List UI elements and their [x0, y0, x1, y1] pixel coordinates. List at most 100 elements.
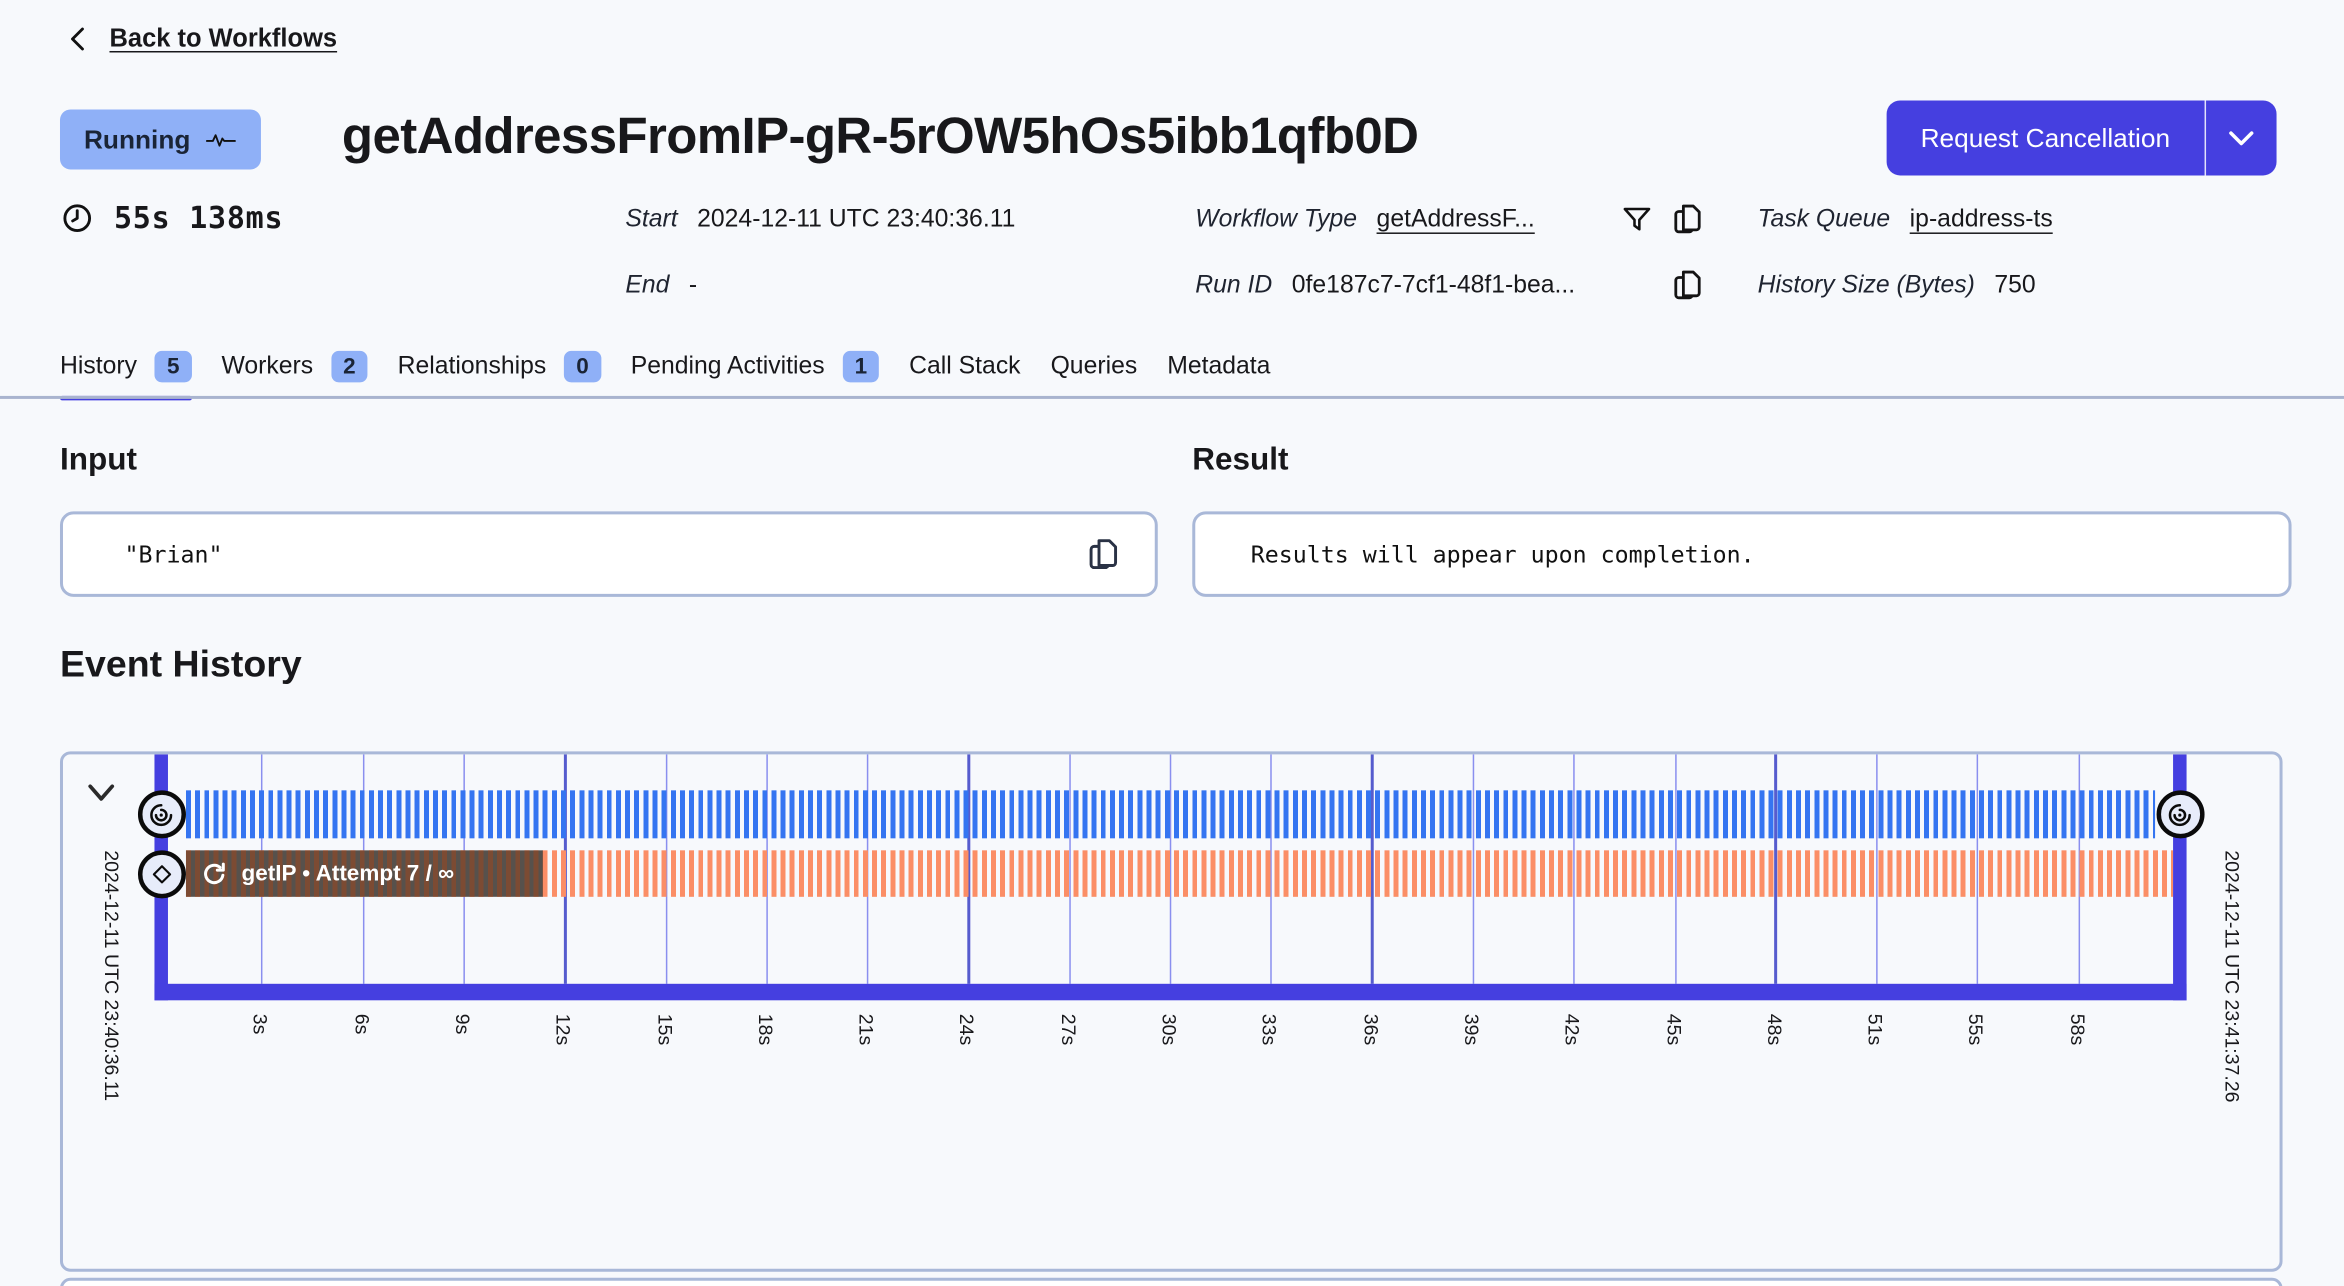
run-id-label: Run ID [1195, 270, 1273, 298]
tab-call-stack[interactable]: Call Stack [909, 345, 1020, 387]
copy-run-id-icon[interactable] [1672, 268, 1705, 301]
tab-label: Queries [1050, 351, 1138, 379]
axis-tick-label: 51s [1864, 1013, 1887, 1046]
event-history-title: Event History [59, 643, 302, 686]
tab-count-badge: 1 [842, 350, 880, 382]
back-to-workflows-link[interactable]: Back to Workflows [109, 23, 338, 53]
axis-tick-label: 15s [653, 1013, 676, 1046]
tab-workers[interactable]: Workers 2 [221, 345, 368, 387]
elapsed-duration: 55s 138ms [113, 199, 284, 236]
axis-tick-label: 18s [754, 1013, 777, 1046]
event-history-timeline: getIP • Attempt 7 / ∞ 2024-12-11 UTC 23:… [59, 751, 2283, 1272]
status-badge: Running [59, 109, 261, 170]
workflow-type-cell: Workflow Type getAddressF... [1195, 199, 1705, 238]
timeline-end-timestamp: 2024-12-11 UTC 23:41:37.26 [2221, 850, 2244, 1103]
spiral-progress-icon [2166, 800, 2194, 828]
button-divider [2204, 100, 2207, 176]
axis-tick-label: 21s [854, 1013, 878, 1046]
timeline-canvas: getIP • Attempt 7 / ∞ 2024-12-11 UTC 23:… [63, 754, 2280, 1268]
run-id-cell: Run ID 0fe187c7-7cf1-48f1-bea... [1195, 265, 1705, 304]
axis-tick-label: 58s [2066, 1013, 2089, 1046]
result-title: Result [1192, 442, 1289, 477]
axis-tick-label: 55s [1965, 1013, 1988, 1046]
tab-count-badge: 5 [154, 350, 192, 382]
workflow-running-stripe [185, 790, 2156, 839]
start-cell: Start 2024-12-11 UTC 23:40:36.11 [625, 199, 1015, 238]
cancel-menu-caret[interactable] [2206, 100, 2276, 175]
copy-input-icon[interactable] [1087, 537, 1121, 571]
back-row[interactable]: Back to Workflows [67, 24, 337, 54]
tab-count-badge: 0 [564, 350, 601, 382]
tab-label: Workers [221, 351, 314, 379]
tab-pending-activities[interactable]: Pending Activities 1 [630, 345, 880, 387]
chevron-left-icon [67, 24, 89, 54]
tab-label: Pending Activities [630, 351, 825, 379]
workflow-end-node[interactable] [2155, 790, 2204, 839]
tab-label: Metadata [1167, 351, 1271, 379]
next-section-edge [59, 1277, 2283, 1286]
input-value: "Brian" [124, 540, 223, 568]
axis-tick-label: 48s [1763, 1013, 1786, 1046]
history-size-value: 750 [1994, 270, 2036, 298]
timeline-bottom-bar [154, 983, 2187, 1001]
heartbeat-icon [205, 130, 236, 149]
tab-metadata[interactable]: Metadata [1167, 345, 1270, 387]
start-label: Start [625, 204, 678, 232]
tab-count-badge: 2 [331, 350, 368, 382]
task-queue-label: Task Queue [1757, 204, 1891, 232]
axis-tick-label: 3s [249, 1013, 272, 1035]
input-title: Input [59, 442, 137, 477]
tab-queries[interactable]: Queries [1051, 345, 1138, 387]
axis-tick-label: 33s [1258, 1013, 1282, 1046]
axis-tick-label: 30s [1157, 1013, 1181, 1046]
input-box: "Brian" [59, 511, 1158, 597]
task-queue-link[interactable]: ip-address-ts [1909, 204, 2053, 232]
tab-label: History [59, 351, 137, 379]
request-cancellation-button[interactable]: Request Cancellation [1920, 122, 2171, 153]
tab-bar: History 5 Workers 2 Relationships 0 Pending Ac… [59, 345, 1270, 401]
status-label: Running [83, 123, 191, 154]
spiral-progress-icon [147, 800, 175, 828]
activity-pill[interactable]: getIP • Attempt 7 / ∞ [185, 850, 543, 897]
result-box: Results will appear upon completion. [1192, 511, 2292, 597]
run-id-value: 0fe187c7-7cf1-48f1-bea... [1291, 270, 1576, 298]
diamond-icon [149, 862, 173, 886]
tab-history[interactable]: History 5 [59, 345, 192, 401]
timeline-expand-chevron-down-icon[interactable] [84, 775, 118, 809]
axis-tick-label: 6s [350, 1013, 373, 1035]
retry-icon [201, 860, 228, 887]
axis-tick-label: 9s [451, 1013, 474, 1035]
clock-icon [60, 200, 94, 234]
axis-tick-label: 45s [1662, 1013, 1685, 1046]
tab-divider [0, 395, 2344, 399]
request-cancellation-split-button[interactable]: Request Cancellation [1886, 100, 2277, 176]
filter-icon[interactable] [1621, 205, 1652, 233]
chevron-down-icon [2229, 130, 2254, 146]
activity-node[interactable] [137, 849, 186, 898]
tab-relationships[interactable]: Relationships 0 [398, 345, 601, 387]
end-cell: End - [625, 265, 697, 304]
timeline-start-timestamp: 2024-12-11 UTC 23:40:36.11 [100, 850, 123, 1102]
start-value: 2024-12-11 UTC 23:40:36.11 [697, 204, 1016, 232]
page-title: getAddressFromIP-gR-5rOW5hOs5ibb1qfb0D [341, 107, 1419, 165]
tab-label: Relationships [397, 351, 547, 379]
result-value: Results will appear upon completion. [1250, 540, 1755, 568]
axis-tick-label: 39s [1460, 1013, 1484, 1046]
axis-tick-label: 36s [1359, 1013, 1383, 1046]
copy-workflow-type-icon[interactable] [1672, 202, 1705, 235]
task-queue-cell: Task Queue ip-address-ts [1758, 199, 2053, 238]
duration-cell: 55s 138ms [60, 198, 283, 237]
axis-tick-label: 27s [1056, 1013, 1080, 1046]
workflow-start-node[interactable] [137, 790, 186, 839]
activity-pill-label: getIP • Attempt 7 / ∞ [241, 860, 455, 887]
history-size-cell: History Size (Bytes) 750 [1758, 265, 2036, 304]
axis-tick-label: 42s [1561, 1013, 1584, 1046]
axis-tick-label: 12s [552, 1013, 575, 1046]
tab-label: Call Stack [909, 351, 1021, 379]
workflow-type-link[interactable]: getAddressF... [1376, 204, 1535, 232]
workflow-type-label: Workflow Type [1195, 204, 1358, 232]
history-size-label: History Size (Bytes) [1757, 270, 1975, 298]
end-value: - [688, 270, 698, 298]
axis-tick-label: 24s [955, 1013, 979, 1046]
